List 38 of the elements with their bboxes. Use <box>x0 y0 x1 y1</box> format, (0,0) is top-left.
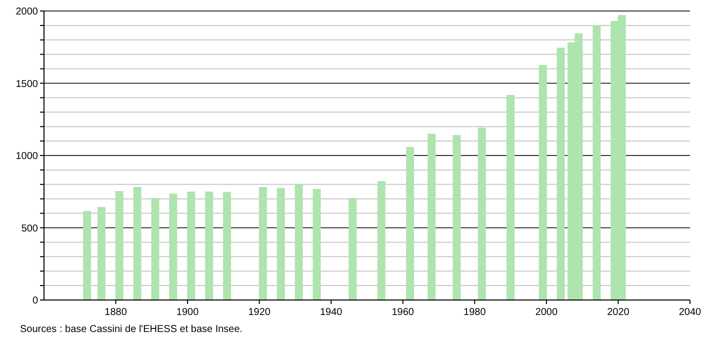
bar <box>592 25 601 300</box>
bar <box>478 128 486 300</box>
bar <box>294 184 303 300</box>
bar <box>312 189 321 300</box>
y-tick-label: 2000 <box>16 6 38 18</box>
bar <box>223 192 232 300</box>
bar <box>97 206 106 300</box>
bar <box>428 134 436 300</box>
bar <box>538 65 547 300</box>
bar <box>377 181 386 300</box>
x-tick-label: 1940 <box>320 307 343 318</box>
bar <box>506 94 515 300</box>
bar <box>276 188 285 300</box>
x-tick-label: 1880 <box>104 307 128 318</box>
x-tick-label: 1920 <box>248 307 271 318</box>
x-tick-label: 2000 <box>535 307 558 318</box>
x-tick-label: 1900 <box>176 307 200 318</box>
bar <box>258 187 267 300</box>
bar <box>169 194 178 300</box>
bar <box>205 192 214 300</box>
y-tick-label: 1000 <box>16 151 38 162</box>
x-tick-label: 1960 <box>392 307 414 318</box>
x-tick-label: 1980 <box>464 307 486 318</box>
bar <box>348 198 357 300</box>
bar <box>115 191 124 300</box>
source-note: Sources : base Cassini de l'EHESS et base Insee. <box>20 324 243 335</box>
bar <box>133 187 142 300</box>
bar <box>452 134 461 300</box>
bar <box>406 146 414 300</box>
bar <box>556 48 565 300</box>
x-tick-label: 2020 <box>607 307 630 318</box>
y-tick-label: 1500 <box>16 78 38 90</box>
y-tick-label: 0 <box>32 296 38 306</box>
bar <box>187 192 196 300</box>
bar <box>151 198 160 300</box>
x-tick-label: 2040 <box>678 307 702 318</box>
bar <box>83 210 92 300</box>
y-tick-label: 500 <box>21 223 38 234</box>
